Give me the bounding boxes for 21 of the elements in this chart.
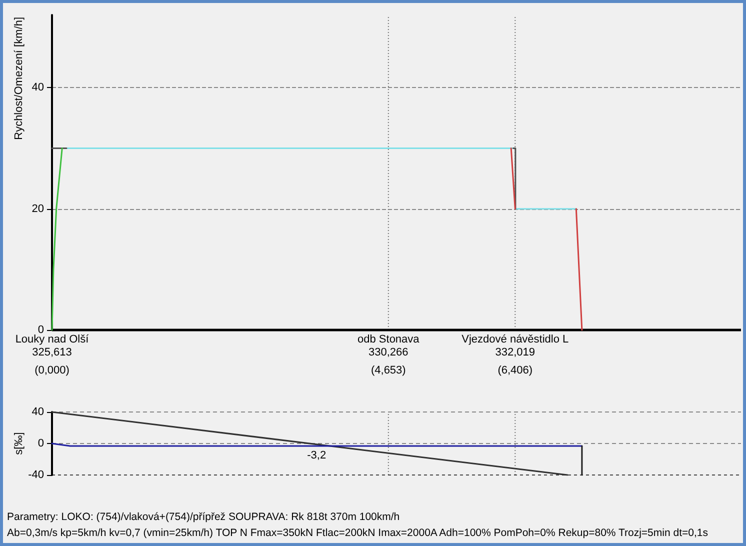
y-tick-label: 0 — [38, 438, 44, 450]
line-series — [51, 148, 63, 331]
y-tick-label: 0 — [38, 324, 44, 336]
ref-line-label: Vjezdové návěstidlo L — [462, 334, 569, 346]
y-tick-label: -40 — [28, 469, 44, 481]
text: Parametry: LOKO: (754)/vlaková+(754)/přípřež SOUPRAVA: Rk 818t 370m 100km/h — [7, 510, 401, 525]
text: Louky nad Olší — [15, 334, 90, 346]
text: Ab=0,3m/s kp=5km/h kv=0,7 (vmin=25km/h) TOP N Fmax=350kN Ftlac=200kN Imax=2000A Adh=100% PomPoh=0% Rekup=80% Trozj=5min dt=0,1s — [7, 526, 708, 541]
y-tick-label: 20 — [32, 202, 44, 215]
x-tick-label: (6,406) — [498, 364, 533, 376]
y-tick-label: 40 — [32, 82, 44, 94]
x-tick-label: 332,019 — [495, 346, 536, 358]
x-tick-label: 330,266 — [368, 346, 408, 358]
x-tick-label: 325,613 — [32, 346, 72, 358]
ref-line-label: odb Stonava — [358, 334, 420, 346]
x-tick-label: (0,000) — [34, 364, 70, 376]
y-axis-title: s[‰] — [13, 432, 25, 455]
y-axis-title: Rychlost/Omezení [km/h] — [13, 17, 25, 140]
data-label: -3,2 — [307, 450, 326, 462]
y-tick-label: 40 — [32, 406, 44, 418]
x-tick-label: (4,653) — [370, 364, 406, 376]
